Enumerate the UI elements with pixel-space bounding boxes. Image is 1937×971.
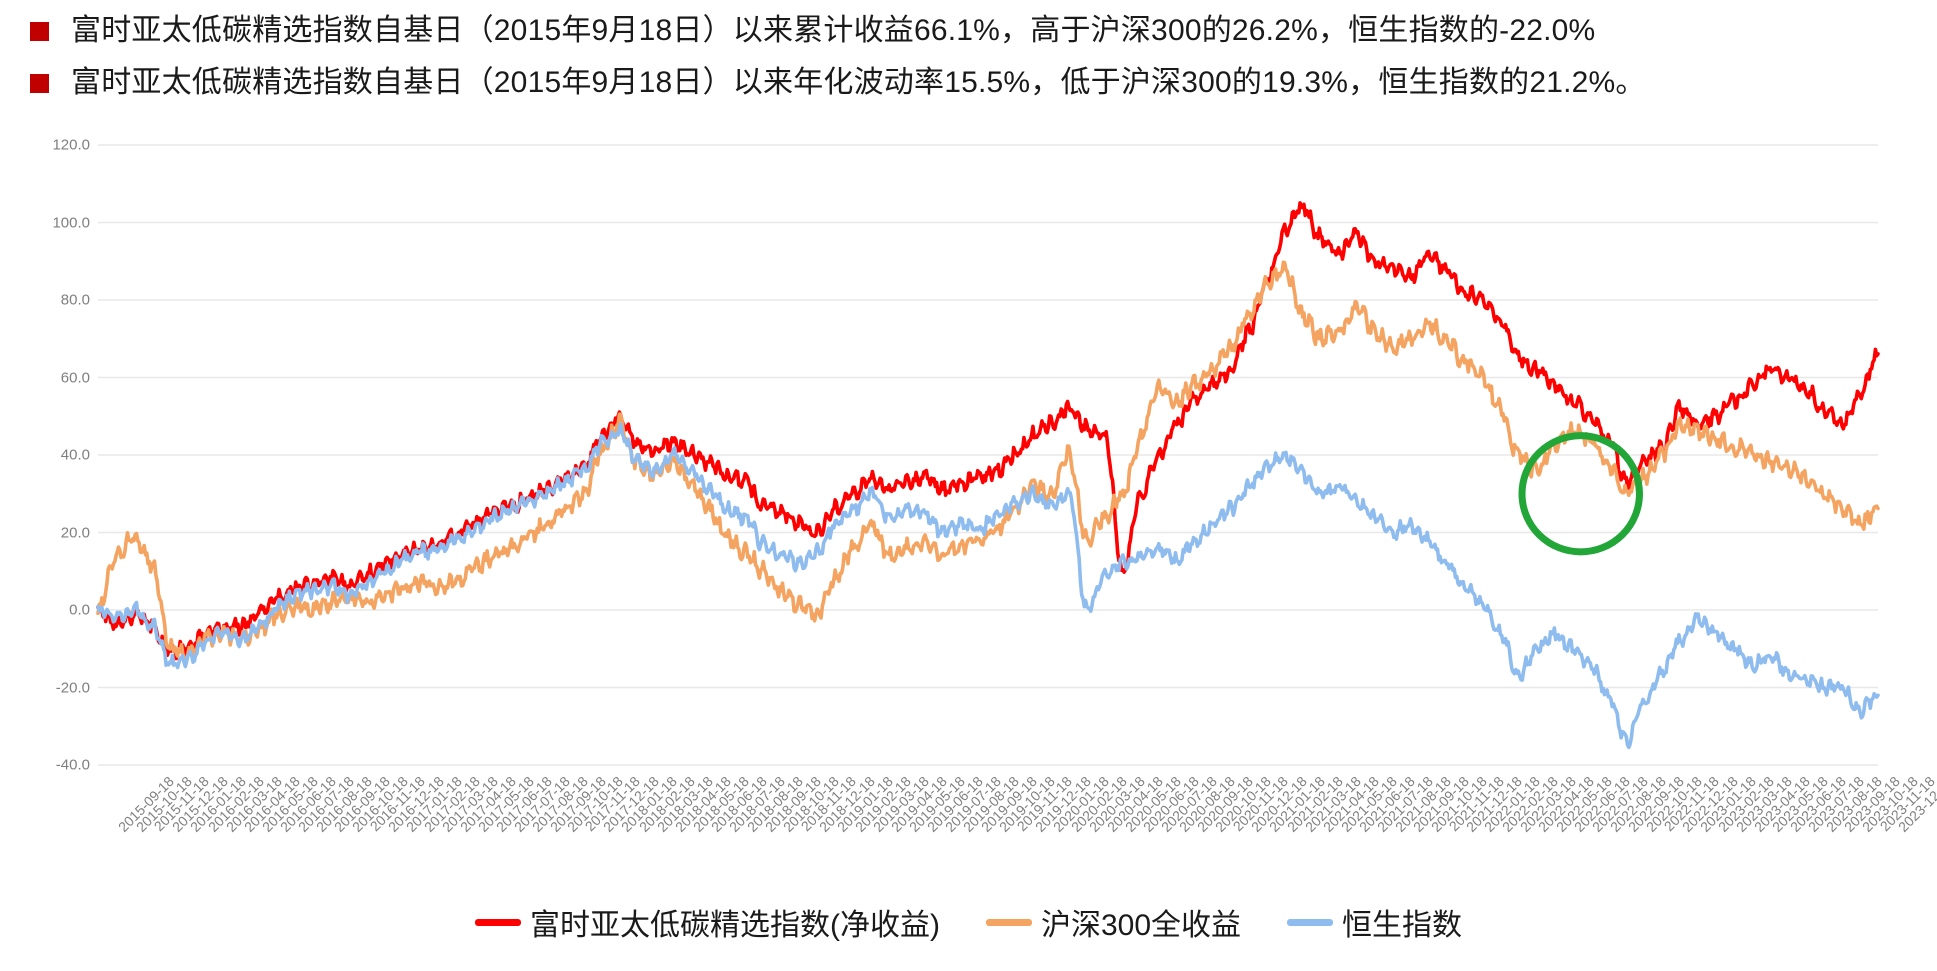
y-axis-tick: 60.0 [60,369,90,386]
y-axis-tick: 0.0 [69,601,90,619]
bullet-text-1: 富时亚太低碳精选指数自基日（2015年9月18日）以来累计收益66.1%，高于沪… [71,14,1596,47]
legend-swatch-icon-1 [985,918,1032,926]
y-axis-tick: 120.0 [52,136,90,154]
legend-label-2: 恒生指数 [1342,909,1463,942]
headline-bullets: 富时亚太低碳精选指数自基日（2015年9月18日）以来累计收益66.1%，高于沪… [0,0,1937,116]
legend-swatch-icon-0 [474,918,521,926]
annotation-highlight-circle [1518,432,1643,556]
performance-line-chart: 120.0 100.0 80.0 60.0 40.0 20.0 0.0 -20.0 -40.0 … [0,112,1937,892]
y-axis-tick: -20.0 [55,679,90,696]
legend-label-0: 富时亚太低碳精选指数(净收益) [529,909,940,942]
bullet-marker-icon [30,74,49,93]
y-axis-tick: 80.0 [60,291,90,309]
legend-swatch-icon-2 [1287,918,1334,926]
plot-area: 120.0 100.0 80.0 60.0 40.0 20.0 0.0 -20.0 -40.0 … [0,112,1937,892]
y-axis-tick: -40.0 [55,756,90,774]
series-line-2 [96,422,1880,750]
series-line-1 [96,260,1880,663]
legend-item-0[interactable]: 富时亚太低碳精选指数(净收益) [474,900,940,944]
bullet-row-2: 富时亚太低碳精选指数自基日（2015年9月18日）以来年化波动率15.5%，低于… [0,64,1937,102]
chart-legend: 富时亚太低碳精选指数(净收益) 沪深300全收益 恒生指数 [0,900,1937,944]
legend-label-1: 沪深300全收益 [1040,909,1242,942]
bullet-marker-icon [30,22,49,41]
y-axis-tick: 100.0 [52,214,90,231]
y-axis-tick: 40.0 [60,446,90,464]
bullet-text-2: 富时亚太低碳精选指数自基日（2015年9月18日）以来年化波动率15.5%，低于… [71,66,1646,99]
y-axis-tick: 20.0 [60,524,90,541]
legend-item-1[interactable]: 沪深300全收益 [985,900,1242,944]
legend-item-2[interactable]: 恒生指数 [1287,900,1462,944]
bullet-row-1: 富时亚太低碳精选指数自基日（2015年9月18日）以来累计收益66.1%，高于沪… [0,12,1937,50]
chart-canvas [96,144,1880,766]
